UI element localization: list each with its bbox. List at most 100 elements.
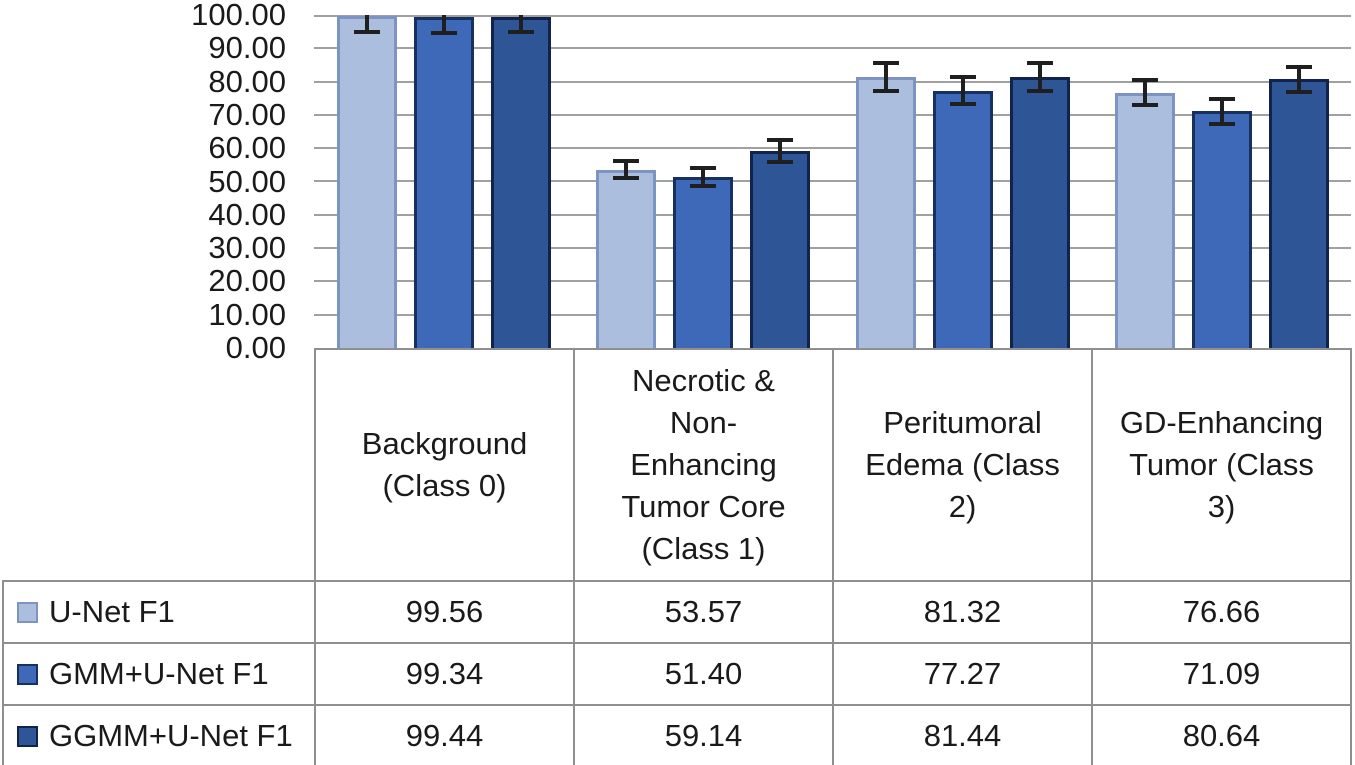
error-bar-cap: [949, 102, 976, 107]
bar: [855, 77, 916, 348]
category-header-row: Background (Class 0) Necrotic & Non-Enha…: [3, 348, 1352, 582]
category-label: GD-Enhancing Tumor (Class 3): [1119, 405, 1324, 524]
error-bar-cap: [1285, 89, 1312, 94]
error-bar-cap: [1208, 121, 1235, 126]
legend-swatch-icon: [17, 601, 38, 623]
category-label: Peritumoral Edema (Class 2): [865, 405, 1060, 524]
legend-swatch-icon: [17, 663, 38, 685]
series-label: GGMM+U-Net F1: [49, 718, 293, 753]
error-bar-cap: [767, 160, 794, 165]
error-bar-cap: [1131, 103, 1158, 108]
error-bar-cap: [1026, 88, 1053, 93]
y-tick-label: 20.00: [208, 263, 286, 299]
y-tick-label: 90.00: [208, 30, 286, 66]
error-bar-cap: [613, 176, 640, 181]
category-header: GD-Enhancing Tumor (Class 3): [1091, 348, 1352, 582]
series-label: U-Net F1: [49, 594, 175, 629]
plot-area: [314, 15, 1351, 348]
error-bar: [1037, 62, 1042, 91]
error-bar: [624, 160, 629, 179]
y-tick-label: 50.00: [208, 163, 286, 199]
table-row: GMM+U-Net F1 99.34 51.40 77.27 71.09: [2, 642, 1352, 706]
table-value: 80.64: [1091, 704, 1352, 765]
error-bar-cap: [1285, 65, 1312, 70]
gridline: [314, 147, 1351, 149]
series-label: GMM+U-Net F1: [49, 656, 269, 691]
gridline: [314, 214, 1351, 216]
error-bar: [1142, 80, 1147, 106]
table-value: 76.66: [1091, 580, 1352, 644]
category-label: Necrotic & Non-Enhancing Tumor Core (Cla…: [621, 363, 786, 566]
table-value: 51.40: [573, 642, 834, 706]
table-value: 99.34: [314, 642, 575, 706]
bar: [1114, 92, 1175, 348]
gridline: [314, 280, 1351, 282]
table-value: 99.44: [314, 704, 575, 765]
gridline: [314, 81, 1351, 83]
gridline: [314, 247, 1351, 249]
error-bar-cap: [354, 30, 380, 35]
empty-corner-cell: [3, 349, 315, 581]
error-bar-cap: [872, 61, 899, 66]
table-row: U-Net F1 99.56 53.57 81.32 76.66: [2, 580, 1352, 644]
y-tick-label: 70.00: [208, 96, 286, 132]
bar: [414, 17, 474, 348]
gridline: [314, 314, 1351, 316]
gridline: [314, 15, 1351, 17]
y-tick-label: 30.00: [208, 230, 286, 266]
error-bar: [960, 77, 965, 105]
error-bar-cap: [613, 158, 640, 163]
y-axis: 0.00 10.00 20.00 30.00 40.00 50.00 60.00 70.00 8…: [0, 0, 286, 400]
error-bar-cap: [949, 75, 976, 80]
table-value: 77.27: [832, 642, 1093, 706]
bar: [491, 16, 551, 348]
category-header: Background (Class 0): [314, 348, 575, 582]
gridline: [314, 47, 1351, 49]
error-bar: [1296, 67, 1301, 92]
y-tick-label: 40.00: [208, 196, 286, 232]
table-value: 99.56: [314, 580, 575, 644]
table-value: 81.32: [832, 580, 1093, 644]
error-bar-cap: [508, 30, 534, 35]
y-tick-label: 10.00: [208, 296, 286, 332]
error-bar: [778, 139, 783, 163]
error-bar-cap: [431, 31, 457, 36]
error-bar-cap: [690, 183, 717, 188]
bar: [750, 151, 811, 348]
error-bar: [365, 15, 369, 33]
error-bar-cap: [1026, 60, 1053, 65]
gridline: [314, 114, 1351, 116]
gridline: [314, 180, 1351, 182]
bar: [1191, 111, 1252, 348]
data-table: Background (Class 0) Necrotic & Non-Enha…: [2, 348, 1352, 765]
legend-cell: GMM+U-Net F1: [2, 642, 316, 706]
error-bar: [442, 15, 446, 34]
y-tick-label: 80.00: [208, 63, 286, 99]
error-bar-cap: [1131, 78, 1158, 83]
category-header: Necrotic & Non-Enhancing Tumor Core (Cla…: [573, 348, 834, 582]
table-value: 59.14: [573, 704, 834, 765]
error-bar-cap: [1208, 96, 1235, 101]
legend-swatch-icon: [17, 725, 38, 747]
table-value: 71.09: [1091, 642, 1352, 706]
table-row: GGMM+U-Net F1 99.44 59.14 81.44 80.64: [2, 704, 1352, 765]
bar: [337, 16, 397, 348]
bar: [596, 169, 657, 348]
bar: [673, 176, 734, 348]
bar: [1009, 76, 1070, 348]
error-bar-cap: [690, 166, 717, 171]
error-bar: [1219, 98, 1224, 124]
table-value: 81.44: [832, 704, 1093, 765]
error-bar-cap: [872, 89, 899, 94]
error-bar: [701, 168, 706, 186]
bar: [1268, 79, 1329, 348]
bar: [932, 90, 993, 348]
error-bar-cap: [767, 137, 794, 142]
category-label: Background (Class 0): [361, 426, 528, 503]
legend-cell: GGMM+U-Net F1: [2, 704, 316, 765]
table-value: 53.57: [573, 580, 834, 644]
error-bar: [883, 63, 888, 92]
y-tick-label: 60.00: [208, 130, 286, 166]
category-header: Peritumoral Edema (Class 2): [832, 348, 1093, 582]
